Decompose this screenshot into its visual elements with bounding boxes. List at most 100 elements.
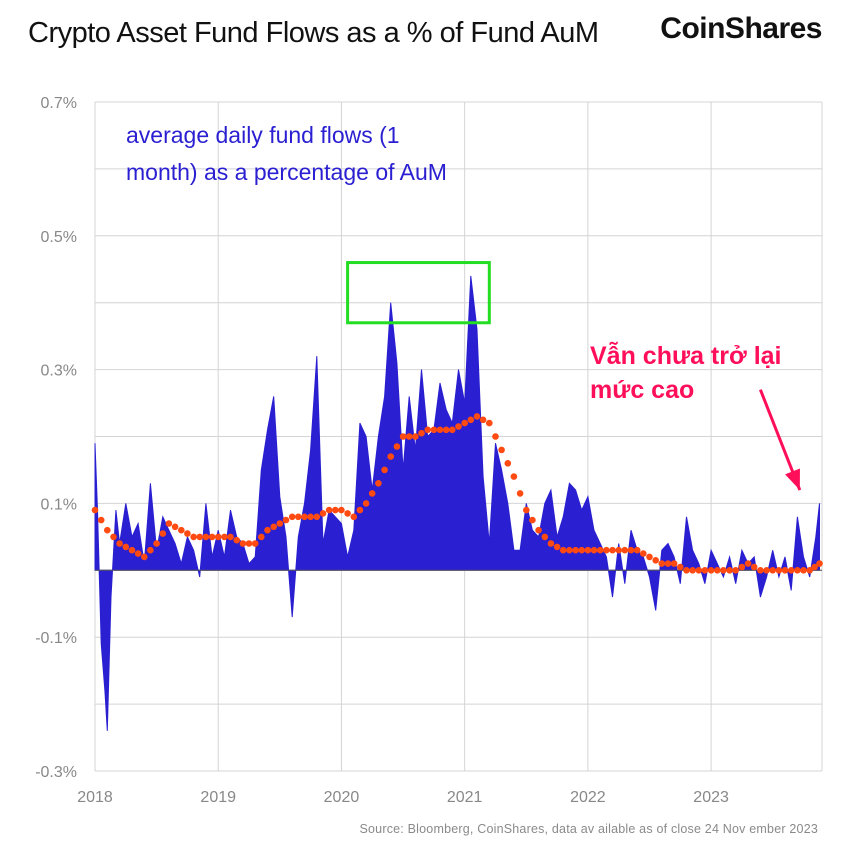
trend-point <box>677 563 684 571</box>
trend-point <box>375 480 382 487</box>
trend-point <box>332 506 339 514</box>
trend-point <box>763 567 770 574</box>
trend-point <box>461 419 469 427</box>
trend-point <box>245 540 253 547</box>
trend-point <box>134 550 142 557</box>
trend-point <box>646 553 653 561</box>
trend-point <box>627 546 635 554</box>
trend-point <box>350 513 358 521</box>
callout-line1: Vẫn chưa trở lại <box>590 340 782 370</box>
trend-point <box>307 513 314 521</box>
series-note-line2: month) as a percentage of AuM <box>126 159 447 185</box>
trend-point <box>738 563 746 571</box>
y-tick-label: -0.1% <box>35 630 77 647</box>
trend-point <box>202 533 210 541</box>
y-tick-label: 0.5% <box>41 229 77 246</box>
trend-point <box>325 506 333 514</box>
trend-point <box>732 567 739 574</box>
trend-point <box>664 560 672 567</box>
trend-point <box>171 523 179 531</box>
trend-point <box>196 533 203 541</box>
trend-point <box>523 506 530 514</box>
trend-point <box>165 520 173 527</box>
trend-point <box>559 546 567 554</box>
trend-point <box>405 433 413 440</box>
trend-point <box>178 526 185 534</box>
trend-point <box>683 567 690 574</box>
trend-point <box>128 546 136 554</box>
trend-point <box>603 546 610 554</box>
trend-point <box>319 510 327 517</box>
trend-point <box>412 433 419 440</box>
trend-point <box>695 567 703 574</box>
trend-point <box>609 546 616 554</box>
trend-point <box>147 546 154 554</box>
callout-arrow <box>758 389 802 491</box>
trend-point <box>288 513 296 521</box>
y-tick-label: 0.1% <box>41 496 77 513</box>
trend-point <box>492 433 499 440</box>
trend-point <box>227 533 234 541</box>
trend-point <box>658 560 666 567</box>
trend-point <box>578 546 585 554</box>
trend-point <box>91 506 99 514</box>
series-note-line1: average daily fund flows (1 <box>126 122 400 148</box>
trend-point <box>251 540 259 547</box>
trend-point <box>116 540 123 547</box>
trend-point <box>689 567 696 574</box>
trend-point <box>652 557 659 564</box>
y-tick-label: -0.3% <box>35 764 77 781</box>
trend-point <box>122 543 130 551</box>
trend-point <box>399 433 407 440</box>
trend-point <box>541 533 549 541</box>
x-tick-label: 2019 <box>200 789 236 806</box>
trend-point <box>418 429 425 437</box>
trend-point <box>486 419 493 427</box>
highlight-box <box>346 261 491 325</box>
series-trend <box>91 413 823 574</box>
x-tick-label: 2023 <box>693 789 729 806</box>
trend-point <box>313 513 321 521</box>
trend-point <box>393 443 401 450</box>
trend-point <box>566 546 573 554</box>
trend-point <box>787 567 795 574</box>
trend-point <box>295 513 302 521</box>
trend-point <box>190 533 197 541</box>
trend-point <box>301 513 308 521</box>
trend-point <box>381 466 388 474</box>
trend-point <box>338 506 345 514</box>
trend-point <box>572 546 579 554</box>
trend-point <box>775 567 783 574</box>
trend-point <box>757 567 764 574</box>
trend-point <box>97 516 105 524</box>
trend-point <box>110 533 117 541</box>
trend-point <box>584 546 592 554</box>
trend-point <box>516 490 524 497</box>
trend-point <box>276 520 284 527</box>
trend-point <box>800 567 807 574</box>
trend-point <box>596 546 604 554</box>
trend-point <box>184 530 191 537</box>
x-tick-label: 2022 <box>570 789 606 806</box>
trend-point <box>159 530 167 537</box>
trend-point <box>153 540 160 547</box>
trend-point <box>233 536 240 544</box>
trend-point <box>714 567 721 574</box>
trend-point <box>590 546 598 554</box>
trend-point <box>621 546 629 554</box>
trend-point <box>258 533 265 541</box>
arrow-head <box>785 468 800 491</box>
trend-point <box>442 426 450 434</box>
brand-logo: CoinShares <box>660 12 822 45</box>
trend-point <box>750 563 758 571</box>
trend-point <box>781 567 789 574</box>
trend-point <box>344 510 351 517</box>
trend-point <box>806 567 813 574</box>
trend-point <box>547 540 555 547</box>
trend-point <box>701 567 709 574</box>
y-tick-label: 0.3% <box>41 363 77 380</box>
trend-point <box>498 446 505 454</box>
trend-point <box>794 567 801 574</box>
x-tick-label: 2020 <box>324 789 360 806</box>
trend-point <box>362 500 370 507</box>
